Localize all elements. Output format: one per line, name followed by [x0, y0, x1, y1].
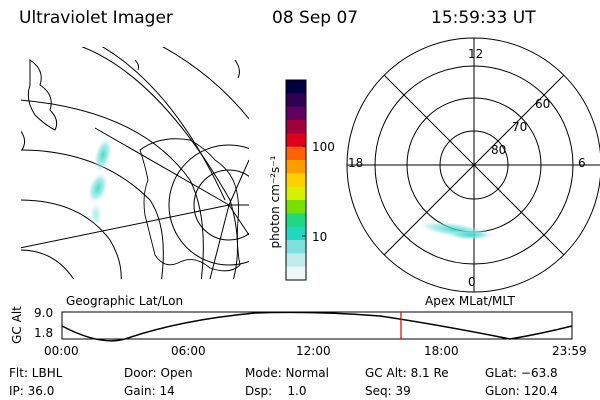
polar-aurora-emission	[417, 221, 493, 240]
geo-caption: Geographic Lat/Lon	[66, 294, 184, 308]
colorbar-cell	[286, 160, 306, 174]
polar-caption: Apex MLat/MLT	[425, 294, 515, 308]
colorbar-cell	[286, 266, 306, 281]
status-door: Door: Open	[124, 366, 193, 380]
orbit-x-tick-2359: 23:59	[552, 344, 587, 358]
status-gain: Gain: 14	[124, 384, 175, 398]
status-filter: Flt: LBHL	[9, 366, 63, 380]
colorbar-cell	[286, 213, 306, 228]
orbit-x-tick-0000: 00:00	[44, 344, 79, 358]
geo-aurora-emission	[87, 137, 113, 227]
status-glon: GLon: 120.4	[485, 384, 558, 398]
mlat-label-80: 80	[491, 143, 507, 157]
mlat-label-70: 70	[512, 120, 528, 134]
status-mode: Mode: Normal	[245, 366, 329, 380]
orbit-x-tick-1200: 12:00	[296, 344, 331, 358]
mlt-label-left: 18	[348, 156, 364, 170]
colorbar-cell	[286, 200, 306, 214]
colorbar-tick-10: 10	[312, 230, 328, 244]
colorbar-unit-label: photon cm⁻²s⁻¹	[268, 155, 282, 249]
status-dsp: Dsp: 1.0	[245, 384, 307, 398]
colorbar-cell	[286, 106, 306, 121]
colorbar-frame	[285, 79, 307, 281]
colorbar-cell	[286, 146, 306, 161]
geographic-map	[21, 47, 249, 279]
status-seq: Seq: 39	[365, 384, 411, 398]
colorbar-cell	[286, 226, 306, 241]
status-ip: IP: 36.0	[9, 384, 55, 398]
colorbar-cell	[286, 253, 306, 268]
status-glat: GLat: −63.8	[485, 366, 558, 380]
polar-plot	[346, 37, 600, 293]
colorbar-cell	[286, 173, 306, 188]
colorbar-tick-100: 100	[312, 140, 335, 154]
orbit-x-tick-0600: 06:00	[171, 344, 206, 358]
colorbar-cell	[286, 80, 306, 94]
image-date: 08 Sep 07	[272, 8, 359, 28]
colorbar-cell	[286, 240, 306, 254]
orbit-y-axis-label: GC Alt	[9, 306, 24, 344]
orbit-y-tick-min: 1.8	[34, 326, 54, 340]
mlt-label-top: 12	[468, 47, 484, 61]
status-gc-alt: GC Alt: 8.1 Re	[365, 366, 449, 380]
colorbar-cell	[286, 133, 306, 148]
orbit-x-tick-1800: 18:00	[424, 344, 459, 358]
app-title: Ultraviolet Imager	[19, 8, 173, 28]
mlat-label-60: 60	[535, 97, 551, 111]
image-time: 15:59:33 UT	[431, 8, 536, 28]
mlt-label-bottom: 0	[468, 275, 476, 289]
mlt-label-right: 6	[578, 156, 586, 170]
orbit-altitude-plot	[61, 311, 573, 342]
colorbar	[286, 80, 306, 281]
colorbar-cell	[286, 186, 306, 201]
colorbar-cell	[286, 93, 306, 108]
colorbar-cell	[286, 120, 306, 134]
orbit-y-tick-max: 9.0	[34, 306, 54, 320]
